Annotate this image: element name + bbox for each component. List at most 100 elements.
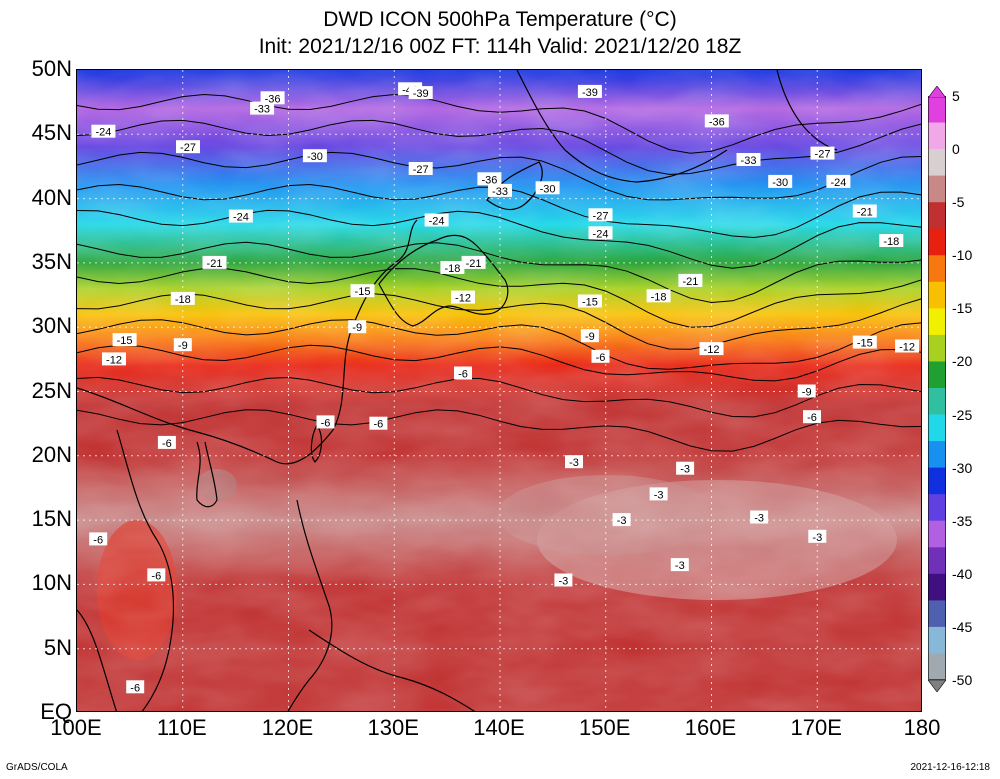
colorbar-swatch: [928, 175, 946, 203]
colorbar-swatch: [928, 441, 946, 469]
contour-label-text: -9: [178, 340, 188, 352]
contour-label-text: -9: [802, 387, 812, 399]
contour-label: -15: [112, 333, 137, 347]
contour-label-text: -18: [175, 294, 191, 306]
contour-label-text: -21: [857, 207, 873, 219]
contour-label: -33: [488, 183, 512, 198]
contour-label-box: [440, 261, 465, 274]
contour-label: -3: [750, 510, 769, 525]
contour-label-text: -18: [883, 236, 899, 248]
longitude-label: 170E: [790, 715, 842, 740]
contour-label-text: -6: [151, 570, 161, 582]
contour-label: -3: [612, 513, 631, 527]
contour-label-text: -12: [704, 344, 720, 356]
contour-label-text: -36: [709, 116, 725, 128]
colorbar-label: -45: [952, 618, 973, 635]
contour-label: -15: [852, 335, 877, 350]
contour-label: -6: [157, 435, 176, 450]
colorbar-swatch: [928, 361, 946, 389]
colorbar-top-arrow: [928, 86, 946, 98]
contour-label-box: [348, 320, 367, 334]
map-subtitle: Init: 2021/12/16 00Z FT: 114h Valid: 202…: [258, 35, 742, 58]
contour-label: -12: [895, 339, 920, 354]
longitude-label: 130E: [367, 715, 419, 740]
longitude-label: 100E: [50, 715, 102, 740]
colorbar-swatch: [928, 202, 946, 230]
china-coastline: [77, 219, 418, 465]
contour-label: -21: [202, 255, 227, 270]
contour-label-box: [704, 114, 729, 128]
contour-label-box: [612, 513, 631, 527]
contour-label-box: [591, 349, 610, 363]
contour-label-text: -36: [265, 93, 281, 105]
latitude-label: EQ: [40, 699, 72, 724]
contour-label: -21: [678, 273, 703, 288]
contour-label-box: [316, 415, 335, 429]
contour-label-text: -6: [93, 534, 103, 546]
contour-label-text: -24: [233, 212, 249, 224]
colorbar-swatch: [928, 494, 946, 522]
temperature-map: -24-27-33-36-30-42-39-39-36-33-27-27-36-…: [76, 69, 922, 712]
contour-label: -6: [369, 416, 388, 431]
colorbar-swatch: [928, 414, 946, 442]
contour-label-text: -6: [458, 369, 468, 381]
contour-label: -9: [797, 384, 816, 399]
colorbar-label: 0: [952, 141, 960, 158]
contour-label-text: -18: [444, 263, 460, 275]
contour-label: -36: [260, 91, 285, 105]
contour-label-box: [826, 174, 851, 188]
contour-label-box: [670, 558, 689, 572]
contour-label-box: [676, 461, 695, 475]
hokkaido-coast: [486, 161, 543, 211]
contour-label-text: -24: [593, 228, 609, 240]
colorbar-swatch: [928, 255, 946, 283]
latitude-label: 45N: [31, 120, 72, 146]
contour-label: -15: [350, 284, 375, 298]
contour-label-box: [588, 226, 613, 240]
contour-label: -9: [580, 329, 599, 343]
lat-lon-grid: [77, 70, 921, 711]
contour-label-text: -6: [321, 417, 331, 429]
contour-label-text: -9: [585, 331, 595, 343]
contour-label-box: [302, 149, 327, 163]
contour-label: -18: [646, 289, 671, 303]
contour-label-text: -15: [355, 286, 371, 298]
credit-text: GrADS/COLA: [6, 762, 68, 773]
contour-label-text: -24: [429, 216, 445, 228]
colorbar-label: -5: [952, 194, 965, 211]
contour-label-text: -3: [754, 513, 764, 525]
contour-label: -39: [408, 86, 433, 100]
contour-label: -6: [591, 349, 610, 364]
contour-label-box: [228, 209, 253, 223]
contour-label: -15: [577, 294, 602, 309]
contour-label: -33: [250, 101, 275, 116]
contour-label-box: [565, 455, 583, 469]
contour-label: -30: [768, 174, 793, 189]
contour-label-text: -30: [772, 177, 788, 189]
contour-label-box: [170, 291, 195, 305]
contour-label-text: -3: [680, 464, 690, 476]
philippines-coast: [287, 499, 333, 711]
contour-label-box: [260, 91, 285, 105]
contour-label-box: [350, 284, 375, 298]
contour-label-text: -21: [682, 276, 698, 288]
colorbar-label: -50: [952, 672, 973, 688]
latitude-label: 10N: [31, 570, 72, 596]
contour-label-box: [147, 568, 166, 582]
latitude-label: 30N: [31, 313, 72, 339]
contour-label: -6: [89, 532, 108, 546]
contour-label: -21: [852, 204, 877, 219]
contour-label: -27: [810, 146, 835, 161]
contour-line: [77, 319, 921, 370]
latitude-label: 5N: [43, 634, 72, 660]
colorbar-label: -40: [952, 565, 973, 582]
contour-label-text: -3: [654, 489, 664, 501]
contour-label: -24: [91, 124, 116, 139]
contour-label-box: [157, 435, 176, 449]
contour-label-box: [176, 140, 200, 154]
contour-label-text: -15: [582, 297, 598, 309]
colorbar-swatch: [928, 547, 946, 575]
new-guinea-coast: [308, 629, 475, 711]
contour-label-text: -6: [130, 682, 140, 694]
latitude-label: 25N: [31, 377, 72, 403]
